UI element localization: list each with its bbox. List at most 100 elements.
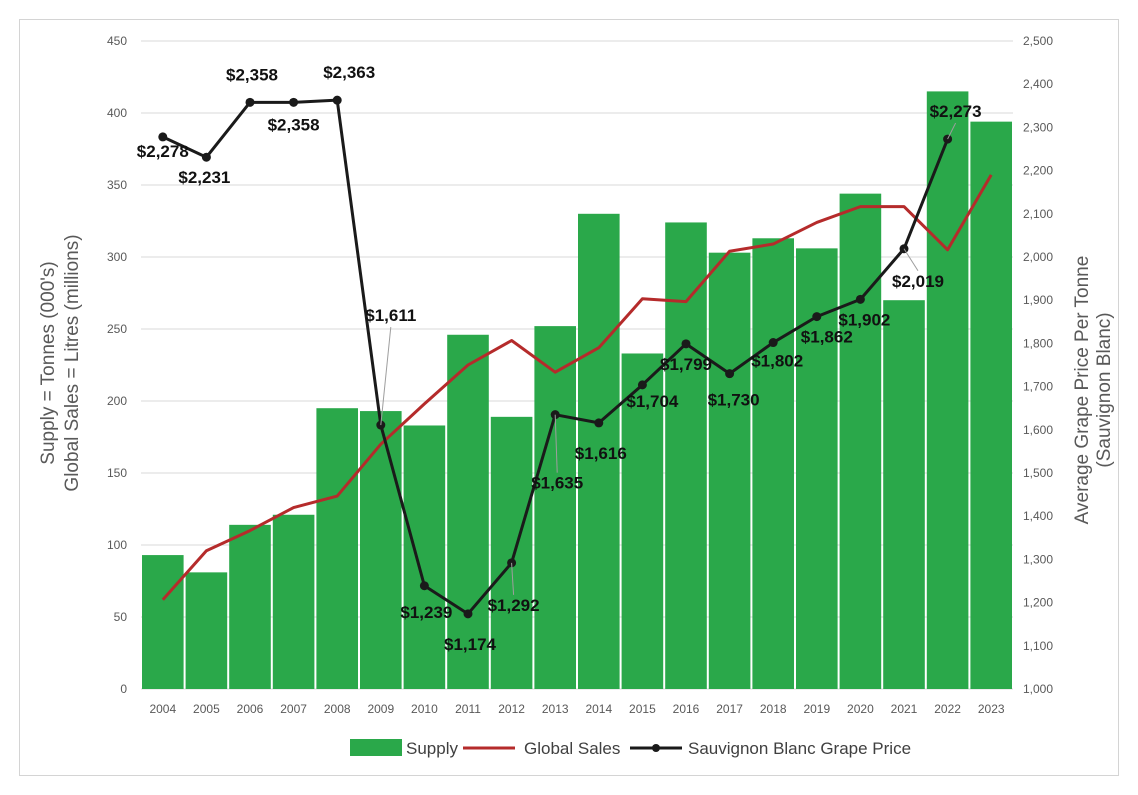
legend-label-supply: Supply xyxy=(406,739,458,758)
grape-price-data-label: $1,862 xyxy=(801,328,853,347)
left-tick-label: 150 xyxy=(107,466,127,480)
legend: Supply Global Sales Sauvignon Blanc Grap… xyxy=(350,739,911,758)
legend-label-global-sales: Global Sales xyxy=(524,739,620,758)
x-tick-label: 2022 xyxy=(934,702,961,716)
grape-price-data-label: $2,358 xyxy=(226,65,278,84)
grape-price-point xyxy=(245,97,255,107)
grape-price-point xyxy=(289,97,299,107)
supply-bar xyxy=(490,416,533,689)
left-tick-label: 350 xyxy=(107,178,127,192)
grape-price-point xyxy=(201,152,211,162)
x-tick-label: 2020 xyxy=(847,702,874,716)
supply-bar xyxy=(534,326,576,689)
chart-frame: $2,278 $2,231 $2,358 $2,358 $2,363 $1,611 $1,2… xyxy=(19,19,1119,776)
supply-bars xyxy=(142,91,1012,690)
grape-price-point xyxy=(507,558,517,568)
right-tick-label: 2,100 xyxy=(1023,207,1053,221)
grape-price-data-label: $2,019 xyxy=(892,272,944,291)
x-tick-label: 2008 xyxy=(324,702,351,716)
left-tick-label: 0 xyxy=(120,682,127,696)
data-label-leader xyxy=(947,122,957,140)
grape-price-point xyxy=(768,338,778,348)
left-tick-label: 400 xyxy=(107,106,127,120)
x-tick-label: 2010 xyxy=(411,702,438,716)
data-label-leader xyxy=(903,248,919,272)
grape-price-point xyxy=(637,380,647,390)
supply-bar xyxy=(970,121,1012,689)
data-label-leader xyxy=(511,562,515,595)
x-tick-label: 2009 xyxy=(367,702,394,716)
right-axis-title-line1: Average Grape Price Per Tonne xyxy=(1072,256,1093,525)
left-axis-title-line1: Supply = Tonnes (000's) xyxy=(38,261,59,464)
x-tick-label: 2012 xyxy=(498,702,525,716)
grape-price-point xyxy=(463,609,473,619)
grape-price-data-label: $2,273 xyxy=(930,102,982,121)
supply-bar xyxy=(621,353,664,689)
grape-price-point xyxy=(419,581,429,591)
grape-price-data-label: $1,902 xyxy=(838,310,890,329)
x-tick-label: 2011 xyxy=(455,702,481,716)
right-tick-label: 2,200 xyxy=(1023,164,1053,178)
supply-bar xyxy=(926,91,969,689)
data-label-leader xyxy=(380,326,392,426)
right-tick-label: 1,700 xyxy=(1023,380,1053,394)
grape-price-data-label: $2,358 xyxy=(268,115,320,134)
grape-price-data-label: $2,231 xyxy=(178,168,230,187)
supply-bar xyxy=(883,300,925,689)
grape-price-data-label: $2,363 xyxy=(323,63,375,82)
supply-bar xyxy=(752,238,794,689)
x-tick-label: 2007 xyxy=(280,702,307,716)
grape-price-series: $2,278 $2,231 $2,358 $2,358 $2,363 $1,611 $1,2… xyxy=(137,63,982,654)
supply-bar xyxy=(229,524,271,689)
right-tick-label: 2,400 xyxy=(1023,77,1053,91)
grape-price-data-label: $1,799 xyxy=(660,355,712,374)
supply-bar xyxy=(316,408,358,689)
grape-price-data-label: $1,635 xyxy=(531,474,583,493)
x-tick-label: 2006 xyxy=(237,702,264,716)
grape-price-point xyxy=(594,418,604,428)
legend-label-grape-price: Sauvignon Blanc Grape Price xyxy=(688,739,911,758)
grape-price-data-label: $1,174 xyxy=(444,635,497,654)
right-axis-title-line2: (Sauvignon Blanc) xyxy=(1094,312,1115,467)
grape-price-data-label: $1,239 xyxy=(400,603,452,622)
grape-price-data-label: $1,730 xyxy=(708,391,760,410)
supply-bar xyxy=(272,514,315,689)
x-tick-label: 2017 xyxy=(716,702,743,716)
grape-price-data-label: $1,292 xyxy=(488,596,540,615)
data-label-leader xyxy=(554,414,558,473)
grape-price-point xyxy=(681,339,691,349)
grape-price-point xyxy=(855,294,865,304)
combo-chart: $2,278 $2,231 $2,358 $2,358 $2,363 $1,611 $1,2… xyxy=(38,34,1115,758)
grape-price-data-label: $1,802 xyxy=(751,352,803,371)
global-sales-series xyxy=(161,174,993,601)
x-axis-ticks: 2004 2005 2006 2007 2008 2009 2010 2011 2012 2013… xyxy=(149,702,1004,716)
left-axis-title-line2: Global Sales = Litres (millions) xyxy=(62,234,83,491)
right-tick-label: 1,800 xyxy=(1023,336,1053,350)
left-tick-label: 300 xyxy=(107,250,127,264)
grape-price-data-label: $1,704 xyxy=(626,392,679,411)
x-tick-label: 2015 xyxy=(629,702,656,716)
x-tick-label: 2016 xyxy=(673,702,700,716)
x-tick-label: 2023 xyxy=(978,702,1005,716)
grape-price-data-label: $2,278 xyxy=(137,142,189,161)
supply-bar xyxy=(796,248,838,690)
right-axis-ticks: 1,000 1,100 1,200 1,300 1,400 1,500 1,600 1,700… xyxy=(1023,34,1053,696)
grape-price-point xyxy=(725,369,735,379)
right-tick-label: 1,500 xyxy=(1023,466,1053,480)
x-tick-label: 2019 xyxy=(803,702,830,716)
x-tick-label: 2021 xyxy=(891,702,918,716)
left-tick-label: 250 xyxy=(107,322,127,336)
left-axis-ticks: 0 50 100 150 200 250 300 350 400 450 xyxy=(107,34,127,696)
left-tick-label: 100 xyxy=(107,538,127,552)
global-sales-line xyxy=(161,174,993,601)
right-tick-label: 1,200 xyxy=(1023,596,1053,610)
x-tick-label: 2014 xyxy=(585,702,612,716)
supply-bar xyxy=(142,555,184,689)
legend-marker-grape-price xyxy=(652,744,660,752)
supply-bar xyxy=(360,411,402,689)
right-tick-label: 1,000 xyxy=(1023,682,1053,696)
supply-bar xyxy=(708,252,751,689)
gridlines xyxy=(141,40,1013,690)
left-tick-label: 450 xyxy=(107,34,127,48)
supply-bar xyxy=(185,572,228,689)
